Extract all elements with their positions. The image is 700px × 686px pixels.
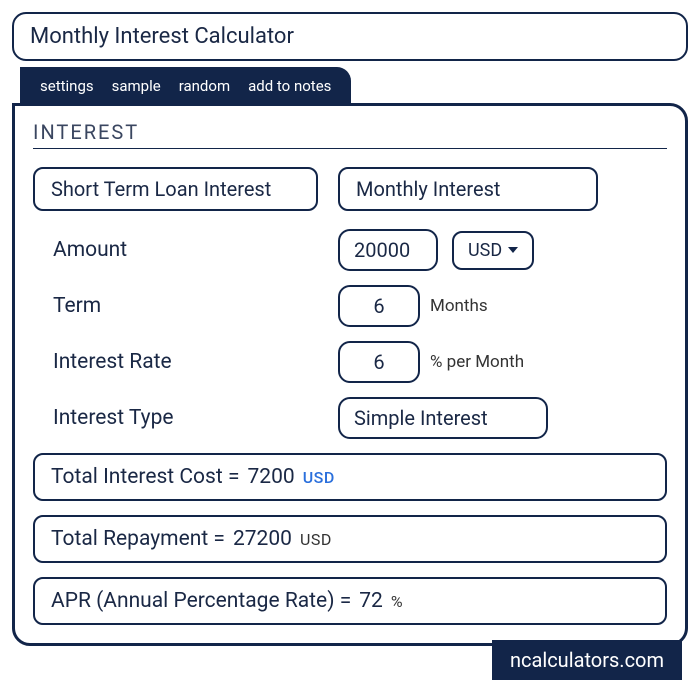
calculator-panel: INTEREST Short Term Loan Interest Monthl… — [12, 103, 688, 646]
result-total-repayment: Total Repayment = 27200 USD — [33, 515, 667, 563]
tab-add-to-notes[interactable]: add to notes — [248, 77, 331, 95]
result-total-interest: Total Interest Cost = 7200 USD — [33, 453, 667, 501]
row-term: Term 6 Months — [33, 285, 667, 327]
tab-strip: settings sample random add to notes — [20, 67, 351, 105]
currency-select[interactable]: USD — [452, 231, 534, 270]
label-term: Term — [53, 294, 338, 318]
result-value-apr: 72 — [359, 589, 383, 613]
tab-sample[interactable]: sample — [112, 77, 161, 95]
label-rate: Interest Rate — [53, 350, 338, 374]
row-type: Interest Type Simple Interest — [33, 397, 667, 439]
result-apr: APR (Annual Percentage Rate) = 72 % — [33, 577, 667, 625]
mode-monthly-button[interactable]: Monthly Interest — [338, 167, 598, 211]
brand-badge: ncalculators.com — [492, 640, 682, 680]
unit-rate: % per Month — [430, 352, 524, 372]
currency-label: USD — [468, 240, 502, 261]
result-unit-repayment: USD — [300, 530, 332, 549]
input-amount[interactable]: 20000 — [338, 229, 438, 271]
row-rate: Interest Rate 6 % per Month — [33, 341, 667, 383]
page-title-bar: Monthly Interest Calculator — [12, 12, 688, 61]
unit-term: Months — [430, 296, 488, 316]
result-unit-apr: % — [391, 592, 403, 611]
result-label-interest: Total Interest Cost = — [51, 465, 239, 489]
chevron-down-icon — [508, 247, 518, 253]
input-rate[interactable]: 6 — [338, 341, 420, 383]
label-type: Interest Type — [53, 406, 338, 430]
result-label-repayment: Total Repayment = — [51, 527, 225, 551]
mode-short-term-button[interactable]: Short Term Loan Interest — [33, 167, 318, 211]
page-title: Monthly Interest Calculator — [30, 24, 294, 49]
row-amount: Amount 20000 USD — [33, 229, 667, 271]
result-value-interest: 7200 — [247, 465, 294, 489]
result-unit-interest: USD — [303, 468, 335, 487]
select-interest-type[interactable]: Simple Interest — [338, 397, 548, 439]
tab-random[interactable]: random — [179, 77, 230, 95]
result-value-repayment: 27200 — [233, 527, 292, 551]
section-heading: INTEREST — [33, 120, 667, 149]
tab-settings[interactable]: settings — [40, 77, 94, 95]
input-term[interactable]: 6 — [338, 285, 420, 327]
result-label-apr: APR (Annual Percentage Rate) = — [51, 589, 351, 613]
label-amount: Amount — [53, 238, 338, 262]
mode-row: Short Term Loan Interest Monthly Interes… — [33, 167, 667, 211]
